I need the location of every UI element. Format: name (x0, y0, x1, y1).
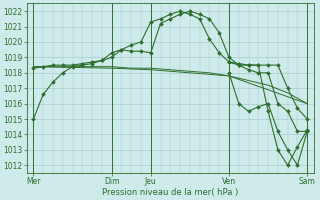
X-axis label: Pression niveau de la mer( hPa ): Pression niveau de la mer( hPa ) (102, 188, 238, 197)
